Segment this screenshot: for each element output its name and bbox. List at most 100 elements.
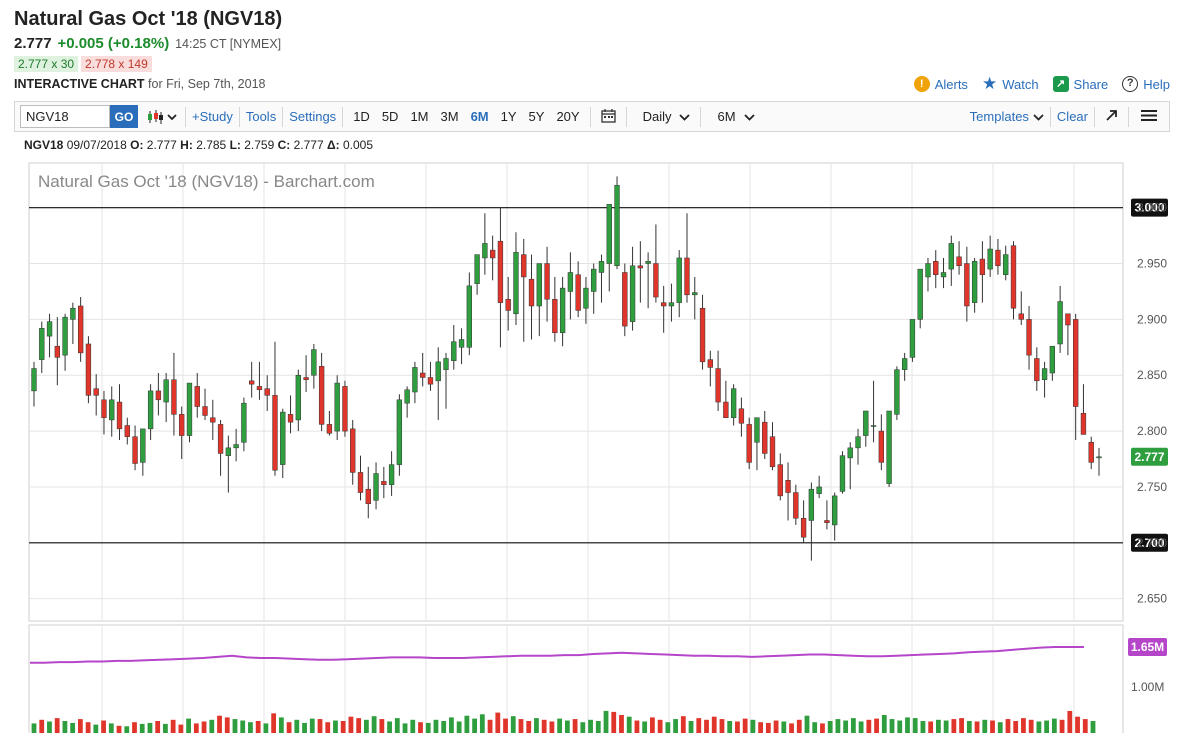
candle-body (233, 444, 239, 449)
volume-bar (827, 721, 833, 733)
go-button[interactable]: GO (110, 105, 138, 128)
candle-body (109, 399, 115, 421)
candle (272, 341, 278, 476)
candle (233, 428, 239, 462)
candle-body (272, 395, 278, 471)
price-chart[interactable]: Natural Gas Oct '18 (NGV18) - Barchart.c… (0, 155, 1186, 733)
range-20y[interactable]: 20Y (556, 109, 580, 124)
volume-bar (642, 721, 648, 733)
volume-bar (580, 722, 586, 733)
volume-bar (379, 719, 385, 733)
volume-bar (526, 721, 532, 733)
volume-ma-label: 1.65M (1131, 640, 1164, 654)
volume-bar (541, 719, 547, 733)
calendar-button[interactable] (591, 108, 626, 126)
candle-body (940, 272, 947, 278)
candle (46, 313, 53, 358)
range-5y[interactable]: 5Y (528, 109, 545, 124)
candle (964, 246, 970, 322)
watch-link[interactable]: ★ Watch (982, 74, 1039, 94)
candle (466, 272, 472, 356)
tools-button[interactable]: Tools (245, 109, 277, 124)
candle (435, 347, 441, 420)
range-6m[interactable]: 6M (470, 109, 489, 124)
action-links: ! Alerts ★ Watch ↗ Share ? Help (913, 74, 1170, 94)
volume-bar (595, 721, 601, 733)
volume-ma-tag (1128, 638, 1167, 656)
candle-body (287, 414, 294, 423)
ohlc-symbol: NGV18 (24, 138, 64, 152)
candle (622, 263, 628, 337)
candle (948, 235, 954, 286)
line-price-tag (1131, 533, 1168, 552)
candle-body (886, 410, 892, 484)
range-1d[interactable]: 1D (353, 109, 370, 124)
volume-bar (255, 721, 261, 733)
study-button[interactable]: +Study (192, 109, 233, 124)
candle-body (342, 386, 348, 432)
alerts-link[interactable]: ! Alerts (913, 76, 968, 92)
candle (303, 355, 309, 392)
period-dropdown[interactable]: 6M (701, 109, 764, 124)
bid-value: 2.777 x 30 (14, 56, 79, 72)
expand-button[interactable] (1095, 109, 1128, 125)
candle (583, 276, 589, 324)
share-link[interactable]: ↗ Share (1052, 76, 1108, 92)
candle-body (707, 359, 713, 368)
settings-button[interactable]: Settings (289, 109, 337, 124)
candle-body (521, 254, 527, 278)
candle (1049, 345, 1056, 381)
chart-type-dropdown[interactable] (138, 109, 185, 125)
candle (443, 352, 449, 409)
y-tick-label: 2.700 (1137, 536, 1167, 550)
toolbar-divider (1128, 106, 1129, 127)
volume-bar (124, 726, 130, 733)
candle (140, 428, 146, 476)
candle-body (93, 388, 99, 396)
chevron-down-icon (679, 113, 691, 121)
range-3m[interactable]: 3M (440, 109, 459, 124)
symbol-input[interactable] (20, 105, 110, 128)
chevron-down-icon (743, 113, 755, 121)
delta-value: 0.005 (342, 138, 373, 152)
volume-bar (997, 722, 1003, 733)
candle (1080, 384, 1087, 435)
close-label: C: (277, 138, 291, 152)
volume-bar (479, 714, 485, 733)
candle-body (381, 481, 387, 485)
range-1m[interactable]: 1M (410, 109, 429, 124)
volume-moving-average-line (30, 646, 1084, 664)
y-tick-label: 2.800 (1137, 424, 1167, 438)
share-icon: ↗ (1052, 76, 1069, 92)
volume-bar (294, 719, 300, 733)
volume-bar (1036, 721, 1042, 733)
candle-body (443, 358, 449, 370)
volume-bar (572, 719, 578, 733)
candle-body (62, 316, 68, 356)
candle-body (1010, 245, 1017, 309)
range-1y[interactable]: 1Y (500, 109, 517, 124)
candle (334, 375, 340, 441)
menu-button[interactable] (1129, 109, 1169, 125)
candle-body (420, 372, 426, 378)
volume-bar (170, 719, 176, 733)
help-label: Help (1143, 76, 1170, 92)
help-link[interactable]: ? Help (1122, 76, 1170, 92)
candle-body (256, 386, 263, 391)
volume-bar (77, 719, 83, 733)
range-5d[interactable]: 5D (381, 109, 399, 124)
candle (458, 328, 465, 365)
candle-body (785, 479, 791, 493)
volume-bar (905, 717, 910, 733)
clear-button[interactable]: Clear (1056, 109, 1088, 124)
templates-dropdown[interactable]: Templates (964, 109, 1050, 124)
interval-dropdown[interactable]: Daily (627, 109, 701, 124)
candle-body (754, 417, 760, 443)
y-tick-label: 3.000 (1137, 201, 1167, 215)
y-tick-label: 2.900 (1137, 312, 1167, 326)
chevron-down-icon (167, 113, 177, 120)
y-tick-label: 2.750 (1137, 480, 1167, 494)
candle (808, 482, 815, 561)
horizontal-lines: 3.000 2.700 (29, 198, 1168, 552)
candle (1073, 313, 1079, 441)
